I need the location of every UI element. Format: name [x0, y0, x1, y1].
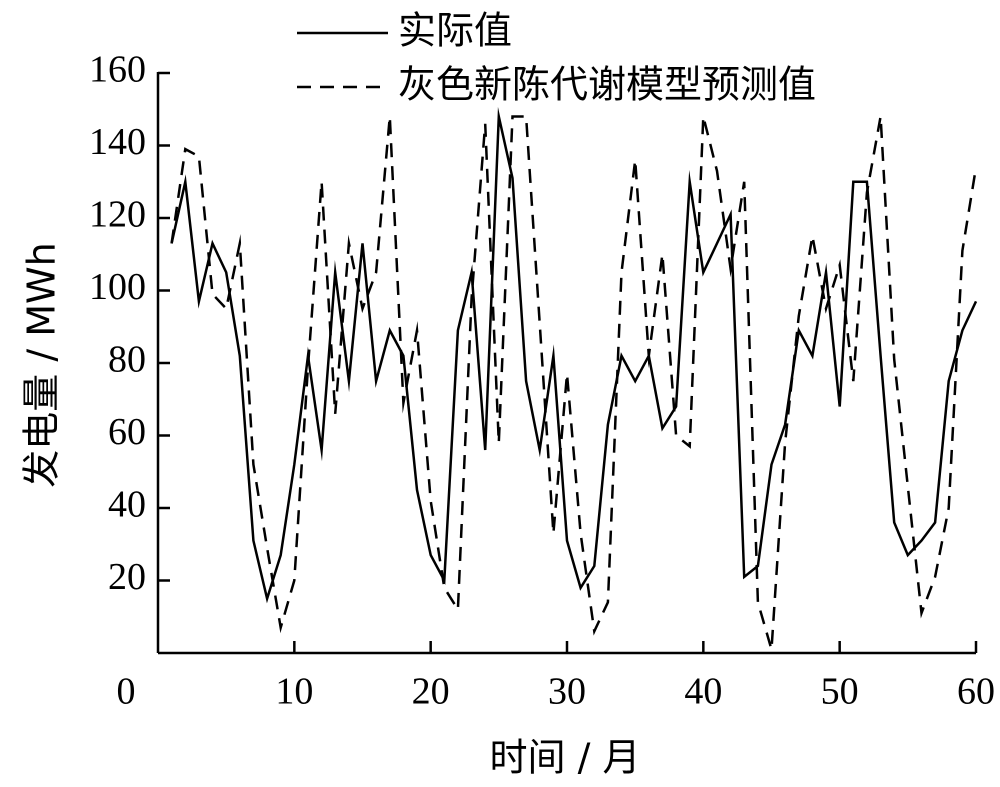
- x-ticks: 0 10 20 30 40 50 60: [117, 641, 995, 713]
- legend: 实际值 灰色新陈代谢模型预测值: [297, 9, 816, 107]
- legend-label-predicted: 灰色新陈代谢模型预测值: [398, 63, 816, 107]
- y-tick-label: 160: [89, 49, 146, 91]
- y-tick-label: 40: [108, 484, 146, 526]
- y-tick-label: 20: [108, 556, 146, 598]
- x-tick-label: 40: [684, 671, 722, 713]
- y-tick-label: 120: [89, 194, 146, 236]
- y-tick-label: 80: [108, 339, 146, 381]
- y-tick-label: 140: [89, 121, 146, 163]
- legend-label-actual: 实际值: [398, 9, 512, 53]
- x-tick-label: 0: [117, 671, 136, 713]
- axes: [156, 72, 976, 655]
- x-tick-label: 50: [821, 671, 859, 713]
- x-tick-label: 60: [957, 671, 995, 713]
- x-tick-label: 30: [548, 671, 586, 713]
- x-axis-title: 时间 / 月: [490, 736, 641, 780]
- x-tick-label: 20: [412, 671, 450, 713]
- series-layer: [170, 105, 978, 657]
- y-axis-title: 发电量 / MWh: [20, 242, 64, 487]
- y-ticks: 20 40 60 80 100 120 140 160: [89, 49, 170, 598]
- y-tick-label: 100: [89, 266, 146, 308]
- y-tick-label: 60: [108, 411, 146, 453]
- series-line-0: [170, 106, 978, 604]
- x-tick-label: 10: [275, 671, 313, 713]
- series-line-1: [170, 105, 978, 657]
